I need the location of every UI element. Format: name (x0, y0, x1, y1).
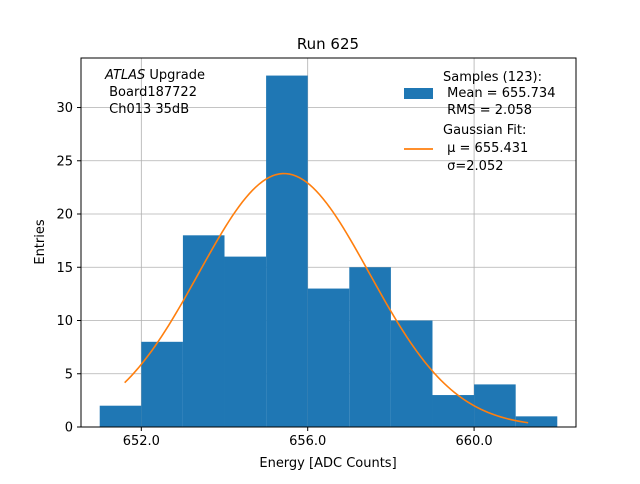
y-tick-label-4: 20 (56, 208, 73, 223)
histogram-bar-3 (224, 256, 267, 427)
annotation-line-2: Board187722 (105, 85, 197, 100)
plot-frame (80, 57, 577, 428)
y-tick-label-0: 0 (65, 421, 73, 436)
gaussian-fit (124, 172, 529, 424)
x-axis-ticks: 652.0 656.0 660.0 (123, 427, 493, 449)
x-tick-label-1: 656.0 (289, 434, 326, 449)
histogram-bar-2 (182, 235, 225, 427)
histogram-bar-8 (432, 395, 475, 427)
y-tick-label-3: 15 (56, 261, 73, 276)
atlas-label: ATLAS (104, 68, 145, 83)
legend: Samples (123): Mean = 655.734 RMS = 2.05… (404, 70, 555, 174)
atlas-annotation: ATLAS Upgrade Board187722 Ch013 35dB (104, 68, 205, 117)
upgrade-label: Upgrade (145, 68, 205, 83)
histogram-bar-7 (390, 320, 433, 427)
y-axis-label: Entries (33, 219, 48, 265)
annotation-line-1: ATLAS Upgrade (104, 68, 205, 83)
histogram-bar-10 (515, 416, 558, 427)
histogram-bar-0 (99, 405, 142, 427)
y-tick-label-1: 5 (65, 367, 73, 382)
legend-samples-line-3: RMS = 2.058 (443, 103, 532, 118)
annotation-line-3: Ch013 35dB (105, 102, 189, 117)
gaussian-fit-line (124, 172, 529, 424)
legend-fit-line-1: Gaussian Fit: (443, 123, 526, 138)
histogram-bar-1 (141, 341, 183, 427)
x-axis-label: Energy [ADC Counts] (259, 456, 396, 471)
y-axis-ticks: 0 5 10 15 20 25 30 (56, 101, 81, 436)
histogram-bar-6 (349, 267, 391, 427)
legend-samples-line-1: Samples (123): (443, 70, 542, 85)
histogram-bar-5 (307, 288, 350, 427)
y-tick-label-6: 30 (56, 101, 73, 116)
legend-samples-line-2: Mean = 655.734 (443, 86, 555, 101)
y-tick-label-2: 10 (56, 314, 73, 329)
y-tick-label-5: 25 (56, 154, 73, 169)
legend-fit-line-3: σ=2.052 (443, 159, 503, 174)
x-tick-label-2: 660.0 (455, 434, 492, 449)
x-tick-label-0: 652.0 (123, 434, 160, 449)
histogram-bars (99, 75, 558, 428)
histogram-bar-4 (266, 75, 308, 428)
legend-fit-line-2: μ = 655.431 (443, 141, 528, 156)
histogram-bar-9 (474, 384, 516, 427)
chart-title: Run 625 (297, 35, 359, 53)
legend-samples-swatch (404, 88, 433, 99)
